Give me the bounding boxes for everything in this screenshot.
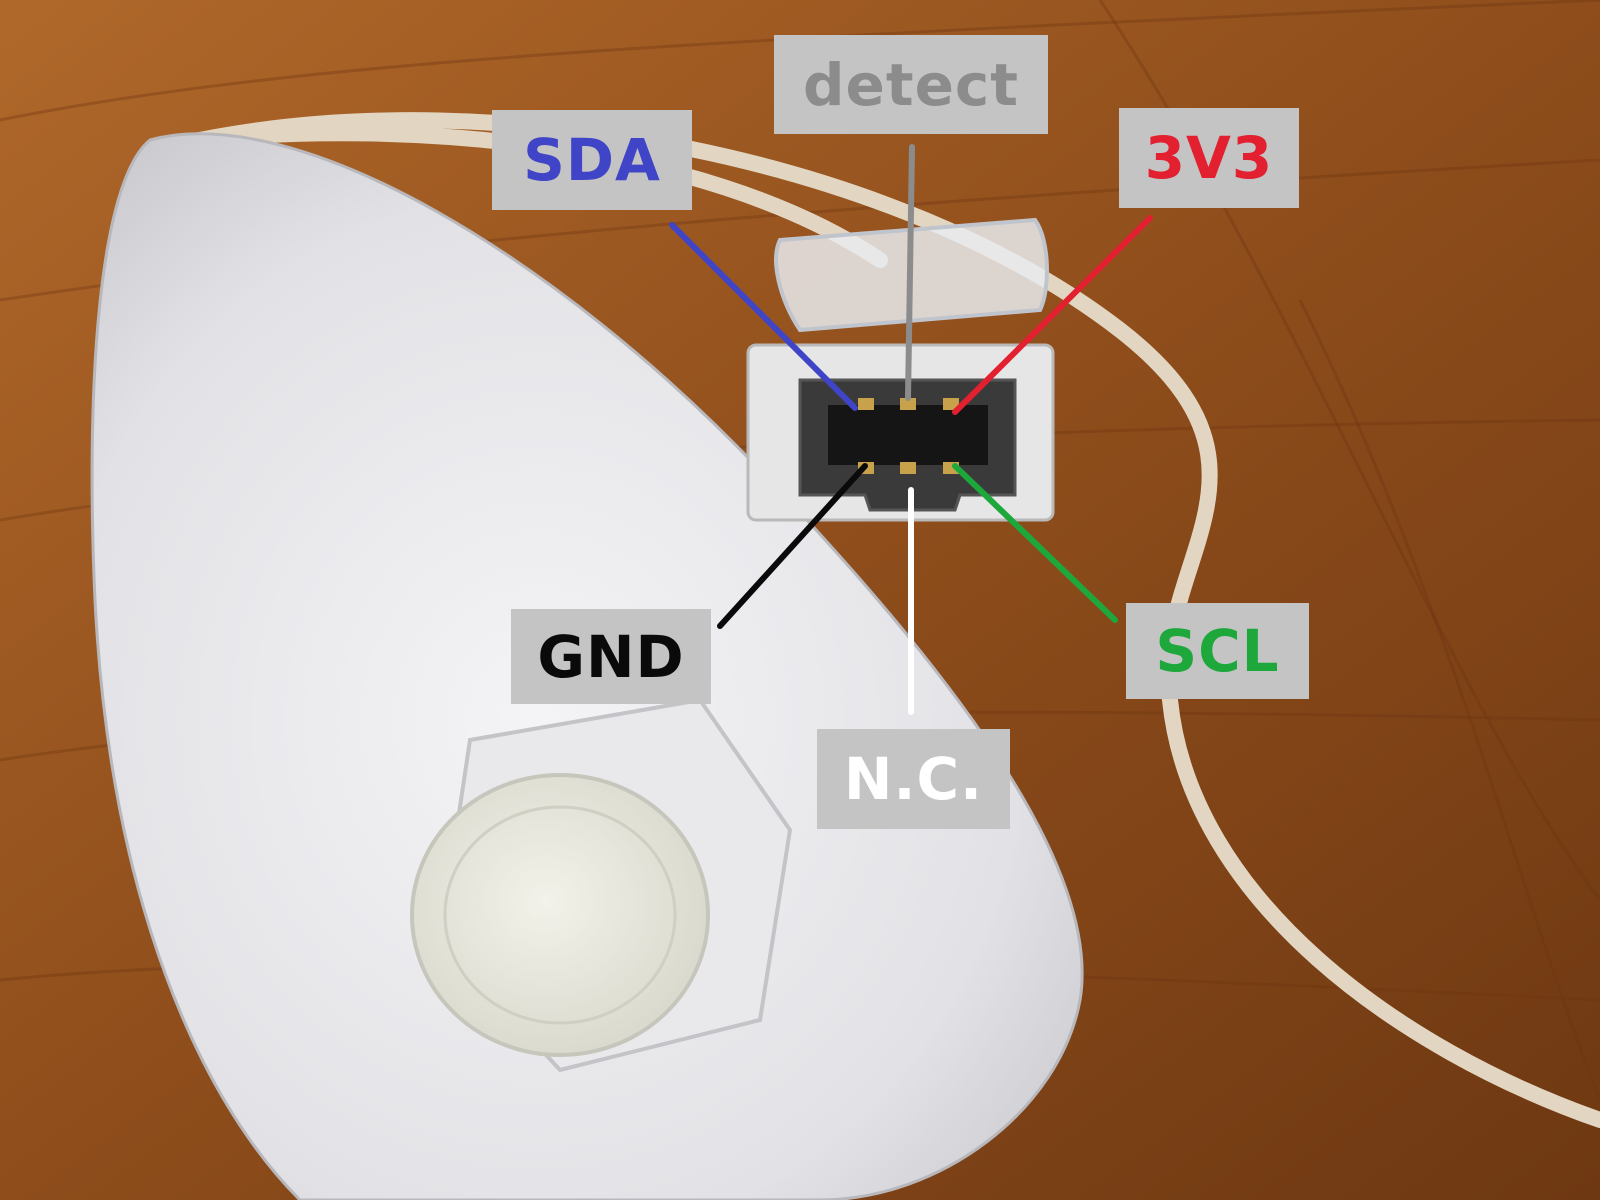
leader-lines xyxy=(669,144,1153,715)
leader-line-sda xyxy=(669,222,858,411)
thumbstick-cap xyxy=(443,805,677,1025)
pin-label-sda: SDA xyxy=(492,110,692,210)
leader-line-3v3 xyxy=(952,215,1153,415)
pin-label-detect: detect xyxy=(774,35,1048,134)
connector-slot xyxy=(828,405,988,465)
leader-line-gnd xyxy=(717,463,868,629)
pin-label-nc: N.C. xyxy=(817,729,1010,829)
pin-label-gnd: GND xyxy=(511,609,711,704)
thumbstick xyxy=(410,773,710,1057)
pin-label-3v3: 3V3 xyxy=(1119,108,1299,208)
leader-line-detect xyxy=(905,144,915,401)
leader-line-scl xyxy=(952,463,1118,623)
pin-label-scl: SCL xyxy=(1126,603,1309,699)
